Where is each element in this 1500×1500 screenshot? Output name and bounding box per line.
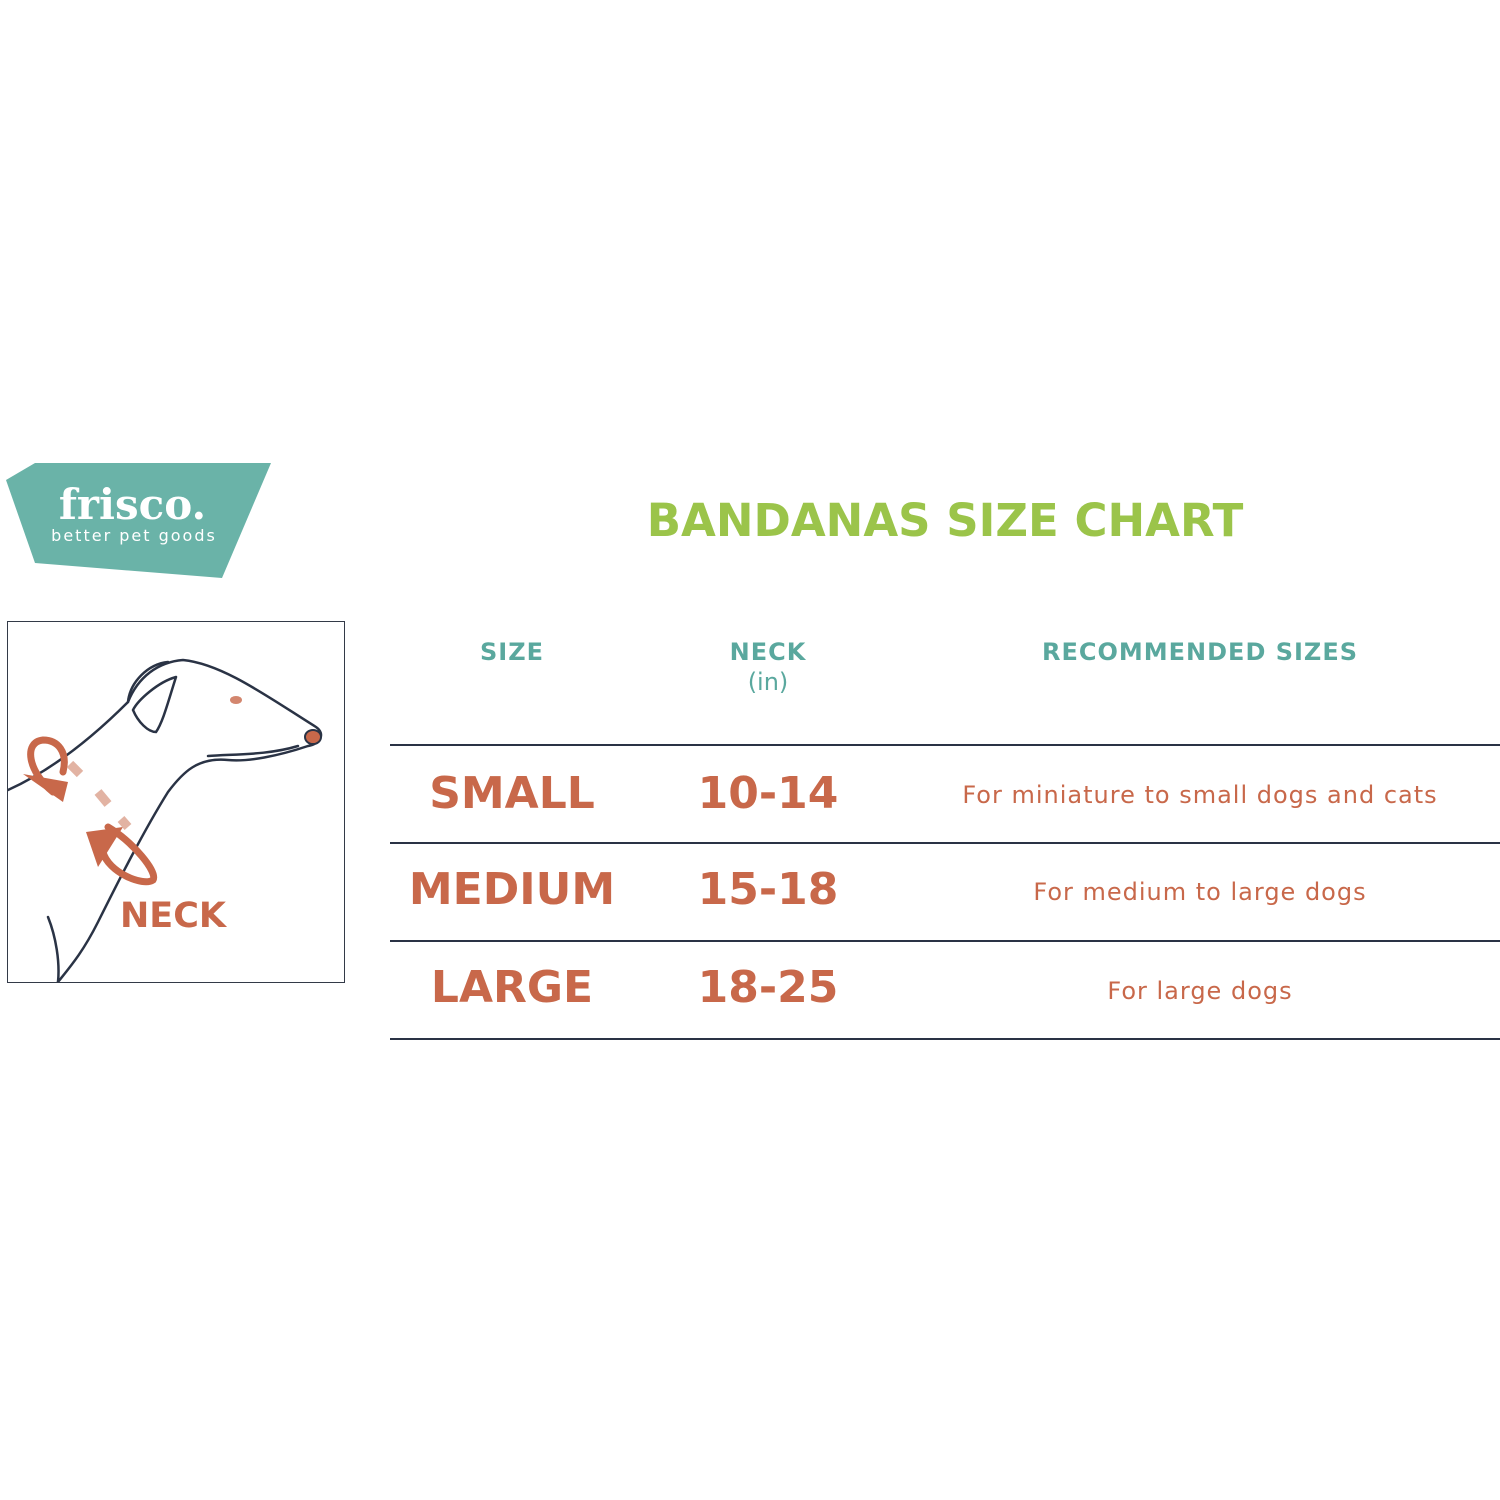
logo-name: frisco.: [58, 480, 207, 529]
neck-cell: 18-25: [697, 962, 839, 1013]
recommended-cell: For miniature to small dogs and cats: [962, 781, 1438, 809]
header-neck-unit: (in): [747, 668, 789, 696]
table-divider: [390, 842, 1500, 844]
recommended-cell: For medium to large dogs: [1033, 878, 1367, 906]
size-cell: MEDIUM: [408, 864, 616, 915]
neck-cell: 15-18: [697, 864, 839, 915]
size-cell: SMALL: [429, 768, 595, 819]
neck-cell: 10-14: [697, 768, 839, 819]
table-divider: [390, 940, 1500, 942]
table-divider: [390, 744, 1500, 746]
frisco-logo-badge: [6, 463, 271, 578]
neck-label: NECK: [120, 896, 227, 936]
table-divider: [390, 1038, 1500, 1040]
dog-neck-illustration: [6, 621, 345, 984]
recommended-cell: For large dogs: [1107, 977, 1293, 1005]
logo-tagline: better pet goods: [51, 526, 217, 545]
header-size: SIZE: [479, 638, 544, 666]
header-neck: NECK: [729, 638, 807, 666]
page-title: BANDANAS SIZE CHART: [646, 494, 1244, 547]
size-cell: LARGE: [430, 962, 594, 1013]
dog-neck-icon: [6, 658, 323, 984]
header-recommended: RECOMMENDED SIZES: [1041, 638, 1359, 666]
